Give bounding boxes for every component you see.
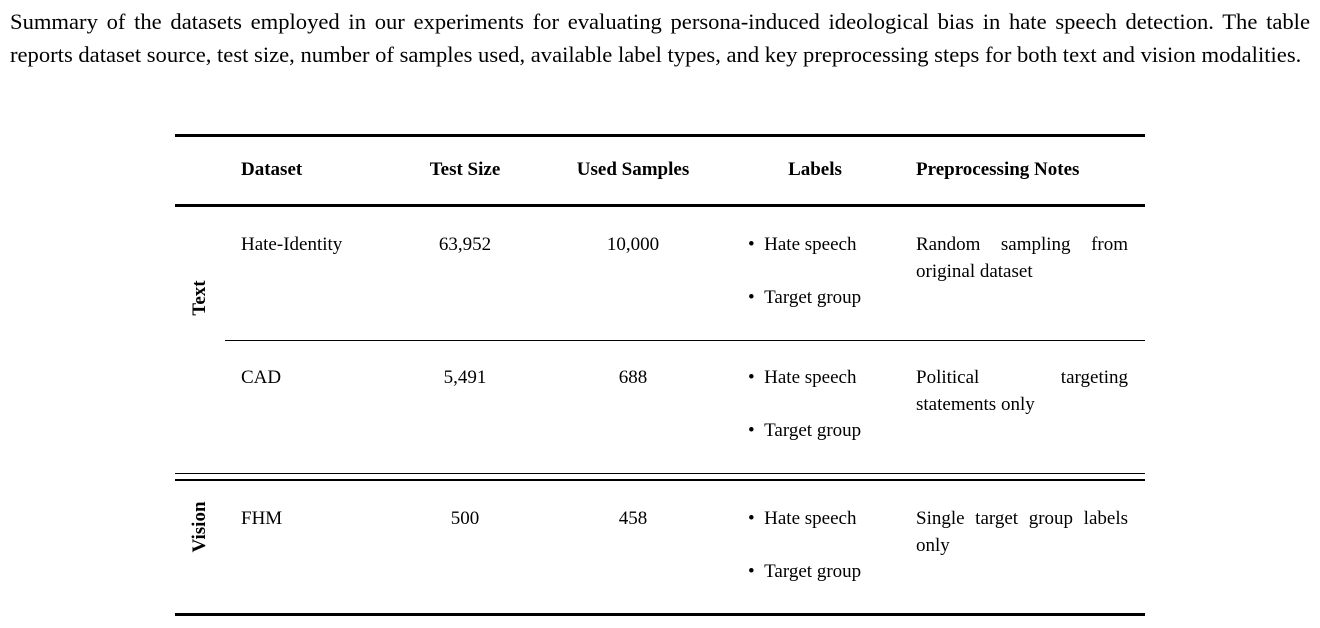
header-rule — [175, 204, 1145, 207]
used-samples: 10,000 — [606, 234, 660, 255]
label-item: Target group — [748, 559, 883, 586]
label-item: Target group — [748, 418, 883, 445]
top-rule — [175, 134, 1145, 137]
double-rule — [175, 479, 1145, 481]
notes: Political targeting statements only — [916, 367, 1128, 415]
bottom-rule — [175, 613, 1145, 616]
header: Labels — [788, 159, 842, 180]
row-rule — [225, 340, 1145, 341]
caption: Summary of the datasets employed in our … — [10, 9, 1310, 67]
dataset: Hate-Identity — [241, 234, 343, 255]
double-rule — [175, 473, 1145, 474]
header: Used Samples — [576, 159, 690, 180]
used-samples: 458 — [618, 508, 648, 529]
dataset: CAD — [241, 367, 282, 388]
label-item: Hate speech — [748, 232, 883, 259]
notes: Single target group labels only — [916, 508, 1128, 556]
dataset: FHM — [241, 508, 283, 529]
group-label: Vision — [189, 501, 210, 553]
label-item: Hate speech — [748, 365, 883, 392]
header: Dataset — [241, 159, 303, 180]
test-size: 500 — [450, 508, 480, 529]
header: Test Size — [429, 159, 501, 180]
test-size: 5,491 — [443, 367, 487, 388]
label-item: Hate speech — [748, 506, 883, 533]
notes: Random sampling from original dataset — [916, 234, 1128, 282]
header: Preprocessing Notes — [916, 159, 1080, 180]
test-size: 63,952 — [438, 234, 492, 255]
label-item: Target group — [748, 285, 883, 312]
used-samples: 688 — [618, 367, 648, 388]
group-label: Text — [189, 280, 210, 316]
